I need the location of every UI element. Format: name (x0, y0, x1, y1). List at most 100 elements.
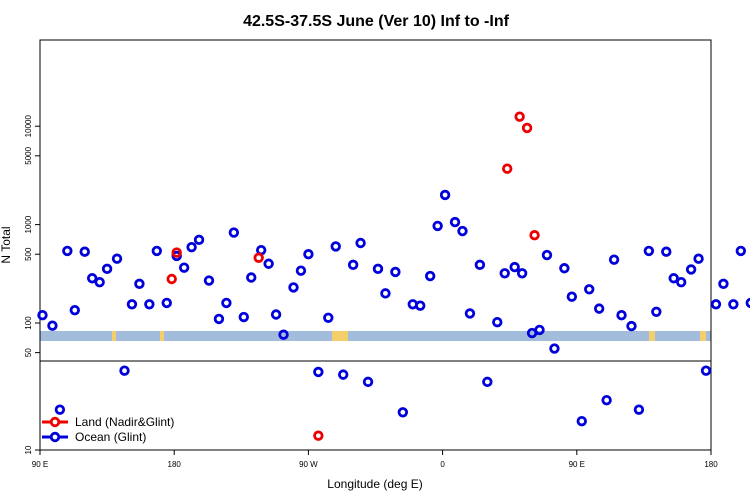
ocean-point (464, 308, 476, 319)
ocean-point (111, 253, 123, 264)
land-point (529, 230, 540, 241)
ocean-point (303, 249, 314, 260)
legend-marker-ocean (49, 431, 61, 443)
ocean-point (626, 320, 637, 332)
ocean-point (144, 299, 155, 310)
ocean-point (246, 272, 257, 283)
ocean-point (37, 310, 48, 321)
x-tick-label: 90 E (32, 460, 48, 469)
ocean-point (228, 227, 240, 238)
ocean-point (213, 313, 225, 325)
ocean-point (221, 297, 232, 309)
y-tick-label: 1000 (24, 215, 33, 233)
ocean-point (54, 404, 66, 415)
ocean-point (330, 241, 341, 252)
land-point (166, 273, 177, 285)
y-tick-label: 50 (24, 348, 33, 357)
ocean-point (509, 261, 520, 273)
ocean-point (193, 234, 205, 246)
x-axis: 90 E 180 90 W 0 90 E 180 (32, 450, 718, 469)
ocean-point (424, 270, 436, 282)
ocean-point (390, 266, 401, 278)
land-point (502, 163, 513, 174)
x-tick-label: 90 E (569, 460, 585, 469)
ocean-point (415, 300, 426, 311)
y-tick-label: 10000 (24, 115, 33, 138)
ocean-point (516, 268, 528, 279)
ocean-point (151, 245, 163, 257)
y-axis-label: N Total (0, 226, 13, 263)
ocean-point (449, 216, 461, 228)
ocean-point (161, 297, 172, 309)
ocean-point (651, 306, 662, 317)
land-mark (160, 331, 164, 341)
ocean-point (616, 310, 627, 321)
ocean-point (432, 220, 443, 232)
lower-panel-frame (39, 360, 712, 451)
ocean-point (584, 284, 595, 295)
ocean-point (474, 259, 486, 271)
y-tick-label: 5000 (24, 146, 33, 164)
ocean-point (203, 275, 215, 286)
ocean-point (566, 291, 578, 302)
ocean-point (541, 249, 553, 261)
chart-title: 42.5S-37.5S June (Ver 10) Inf to -Inf (243, 13, 510, 30)
ocean-point (482, 376, 493, 388)
y-tick-label: 10 (24, 445, 33, 454)
ocean-point (745, 297, 750, 309)
ocean-point (94, 276, 105, 288)
x-tick-label: 180 (704, 460, 718, 469)
ocean-point (178, 262, 190, 273)
ocean-point (288, 282, 299, 293)
ocean-point (380, 288, 391, 299)
ocean-point (549, 343, 560, 354)
ocean-point (186, 241, 197, 253)
ocean-point (633, 404, 645, 415)
ocean-point (126, 299, 138, 310)
land-point (253, 252, 264, 263)
ocean-point (728, 299, 739, 310)
land-point (313, 430, 324, 441)
ocean-point (62, 245, 73, 257)
ocean-point (492, 316, 503, 328)
ocean-point (643, 245, 655, 257)
ocean-point (337, 369, 349, 380)
ocean-point (79, 246, 90, 257)
ocean-point (323, 312, 334, 323)
ocean-point (593, 303, 605, 314)
ocean-point (608, 254, 620, 265)
ocean-point (69, 304, 80, 316)
ocean-point (119, 365, 130, 376)
land-ocean-band (40, 331, 711, 341)
ocean-point (439, 189, 451, 201)
y-tick-label: 500 (24, 247, 33, 261)
legend: Land (Nadir&Glint) Ocean (Glint) (42, 415, 174, 444)
land-mask-marks (112, 331, 706, 341)
ocean-point (47, 320, 58, 331)
land-mark (700, 331, 706, 341)
ocean-point (576, 415, 587, 427)
ocean-point (534, 324, 545, 336)
land-point (171, 247, 182, 258)
land-point (521, 122, 533, 134)
data-points (37, 111, 750, 441)
legend-label-ocean: Ocean (Glint) (75, 430, 146, 444)
ocean-point (499, 268, 510, 279)
ocean-point (457, 225, 468, 237)
x-tick-label: 90 W (299, 460, 318, 469)
ocean-point (661, 246, 672, 257)
legend-label-land: Land (Nadir&Glint) (75, 415, 174, 429)
ocean-point (347, 259, 359, 271)
ocean-point (355, 237, 366, 249)
ocean-point (700, 365, 712, 376)
land-mark (332, 331, 348, 341)
ocean-point (134, 278, 145, 290)
ocean-point (668, 273, 679, 284)
ocean-point (372, 263, 384, 275)
x-axis-label: Longitude (deg E) (327, 477, 422, 491)
x-tick-label: 0 (440, 460, 445, 469)
ocean-point (693, 253, 704, 264)
ocean-point (263, 258, 274, 269)
y-tick-label: 100 (24, 316, 33, 330)
